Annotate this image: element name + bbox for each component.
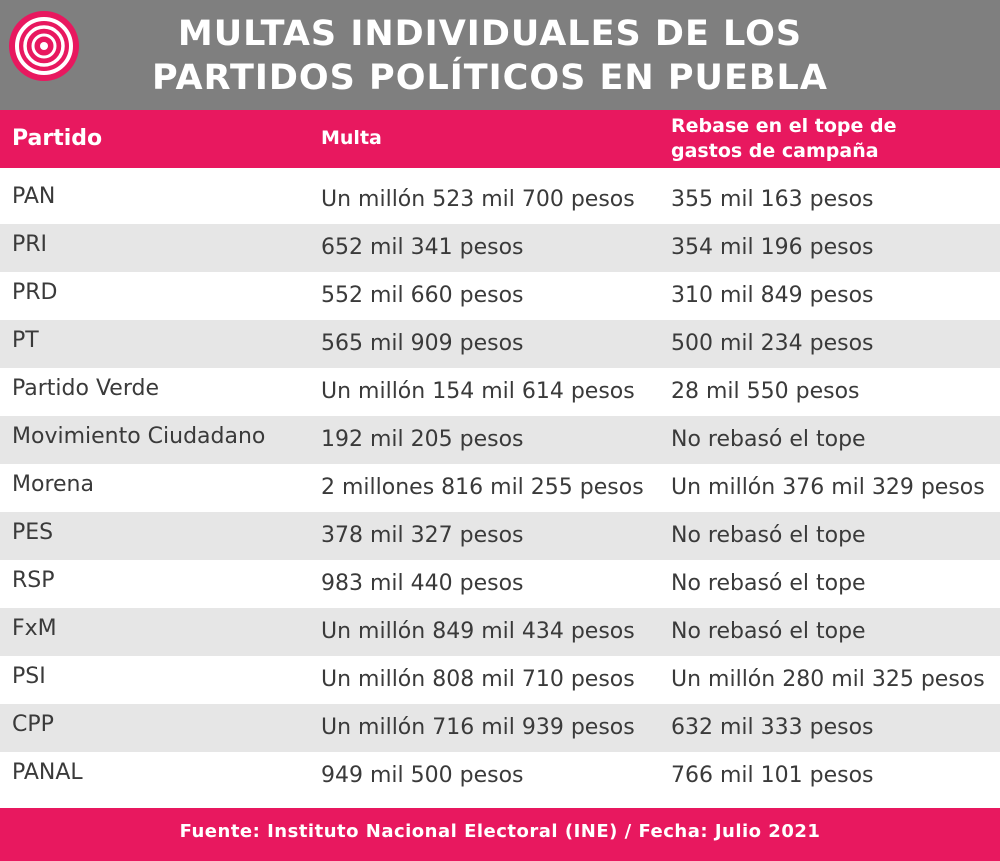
cell-rebase: No rebasó el tope — [671, 523, 866, 548]
column-header-rebase-line-2: gastos de campaña — [671, 140, 879, 162]
cell-rebase: No rebasó el tope — [671, 427, 866, 452]
table-row: PRD 552 mil 660 pesos 310 mil 849 pesos — [0, 272, 1000, 320]
table-row: FxM Un millón 849 mil 434 pesos No rebas… — [0, 608, 1000, 656]
cell-partido: PRI — [12, 232, 48, 257]
table-header: Partido Multa Rebase en el tope de gasto… — [0, 110, 1000, 168]
header-banner: MULTAS INDIVIDUALES DE LOS PARTIDOS POLÍ… — [0, 0, 1000, 110]
cell-partido: Morena — [12, 472, 94, 497]
cell-multa: Un millón 808 mil 710 pesos — [321, 667, 635, 692]
cell-partido: FxM — [12, 616, 57, 641]
cell-multa: 552 mil 660 pesos — [321, 283, 524, 308]
cell-rebase: 766 mil 101 pesos — [671, 763, 874, 788]
cell-rebase: 354 mil 196 pesos — [671, 235, 874, 260]
cell-rebase: 310 mil 849 pesos — [671, 283, 874, 308]
table-row: Morena 2 millones 816 mil 255 pesos Un m… — [0, 464, 1000, 512]
cell-multa: Un millón 154 mil 614 pesos — [321, 379, 635, 404]
column-header-rebase: Rebase en el tope de gastos de campaña — [671, 114, 991, 164]
column-header-partido: Partido — [12, 126, 103, 151]
cell-partido: PES — [12, 520, 54, 545]
table-row: PT 565 mil 909 pesos 500 mil 234 pesos — [0, 320, 1000, 368]
cell-multa: 378 mil 327 pesos — [321, 523, 524, 548]
cell-partido: PANAL — [12, 760, 83, 785]
table-row: PES 378 mil 327 pesos No rebasó el tope — [0, 512, 1000, 560]
cell-rebase: 355 mil 163 pesos — [671, 187, 874, 212]
page-title: MULTAS INDIVIDUALES DE LOS PARTIDOS POLÍ… — [110, 12, 870, 100]
cell-partido: PT — [12, 328, 39, 353]
cell-multa: Un millón 523 mil 700 pesos — [321, 187, 635, 212]
table-body: PAN Un millón 523 mil 700 pesos 355 mil … — [0, 176, 1000, 800]
cell-rebase: 500 mil 234 pesos — [671, 331, 874, 356]
column-header-multa: Multa — [321, 127, 382, 149]
table-row: PAN Un millón 523 mil 700 pesos 355 mil … — [0, 176, 1000, 224]
cell-multa: 565 mil 909 pesos — [321, 331, 524, 356]
table-row: CPP Un millón 716 mil 939 pesos 632 mil … — [0, 704, 1000, 752]
cell-partido: CPP — [12, 712, 54, 737]
cell-partido: Partido Verde — [12, 376, 159, 401]
cell-multa: 192 mil 205 pesos — [321, 427, 524, 452]
cell-partido: PRD — [12, 280, 58, 305]
source-footer: Fuente: Instituto Nacional Electoral (IN… — [0, 808, 1000, 861]
cell-rebase: No rebasó el tope — [671, 619, 866, 644]
table-row: RSP 983 mil 440 pesos No rebasó el tope — [0, 560, 1000, 608]
cell-multa: 652 mil 341 pesos — [321, 235, 524, 260]
cell-rebase: 28 mil 550 pesos — [671, 379, 860, 404]
cell-rebase: 632 mil 333 pesos — [671, 715, 874, 740]
cell-multa: 2 millones 816 mil 255 pesos — [321, 475, 644, 500]
concentric-circles-logo-icon — [9, 11, 79, 81]
cell-partido: PSI — [12, 664, 46, 689]
cell-partido: PAN — [12, 184, 56, 209]
table-row: Movimiento Ciudadano 192 mil 205 pesos N… — [0, 416, 1000, 464]
table-row: Partido Verde Un millón 154 mil 614 peso… — [0, 368, 1000, 416]
cell-partido: RSP — [12, 568, 55, 593]
cell-rebase: Un millón 376 mil 329 pesos — [671, 475, 985, 500]
table-row: PRI 652 mil 341 pesos 354 mil 196 pesos — [0, 224, 1000, 272]
cell-multa: 983 mil 440 pesos — [321, 571, 524, 596]
table-row: PANAL 949 mil 500 pesos 766 mil 101 peso… — [0, 752, 1000, 800]
column-header-rebase-line-1: Rebase en el tope de — [671, 115, 897, 137]
cell-multa: Un millón 716 mil 939 pesos — [321, 715, 635, 740]
cell-multa: 949 mil 500 pesos — [321, 763, 524, 788]
table-row: PSI Un millón 808 mil 710 pesos Un milló… — [0, 656, 1000, 704]
cell-rebase: Un millón 280 mil 325 pesos — [671, 667, 985, 692]
cell-rebase: No rebasó el tope — [671, 571, 866, 596]
title-line-1: MULTAS INDIVIDUALES DE LOS — [177, 14, 803, 54]
cell-partido: Movimiento Ciudadano — [12, 424, 266, 449]
cell-multa: Un millón 849 mil 434 pesos — [321, 619, 635, 644]
title-line-2: PARTIDOS POLÍTICOS EN PUEBLA — [152, 58, 828, 98]
